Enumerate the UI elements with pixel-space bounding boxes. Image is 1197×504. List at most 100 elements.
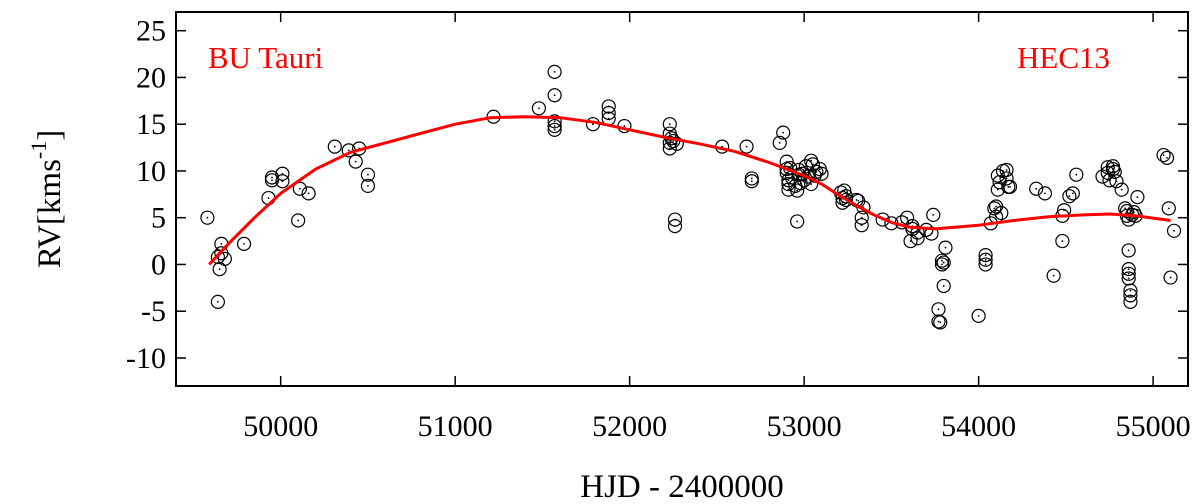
data-point: [854, 218, 869, 233]
y-axis-ticks: -10 -5 0 5 10 15 20 25: [126, 15, 1188, 375]
data-point: [790, 214, 805, 229]
y-tick-label: 20: [136, 61, 166, 94]
data-point: [903, 233, 918, 249]
x-tick-label: 55000: [1116, 410, 1191, 443]
data-point: [978, 257, 993, 272]
data-point: [360, 167, 376, 182]
data-point: [936, 255, 951, 270]
data-point: [1069, 167, 1084, 182]
data-point: [210, 294, 225, 309]
y-tick-label: -5: [141, 295, 166, 328]
x-axis-ticks: 50000 51000 52000 53000 54000 55000: [243, 12, 1191, 443]
data-point: [814, 166, 829, 181]
data-point: [547, 118, 562, 134]
data-point: [264, 170, 280, 185]
x-axis-label: HJD - 2400000: [580, 469, 784, 504]
data-point: [805, 157, 820, 172]
data-point: [1123, 294, 1138, 309]
data-point: [1037, 186, 1053, 201]
data-point: [931, 314, 946, 329]
catalog-annotation: HEC13: [1017, 40, 1110, 75]
data-point: [999, 162, 1014, 178]
data-point: [217, 251, 232, 266]
data-point: [1107, 164, 1122, 179]
data-point: [1130, 190, 1145, 205]
star-name-annotation: BU Tauri: [208, 40, 324, 75]
y-axis-label-main: RV[kms: [32, 159, 68, 268]
plot-frame: [175, 11, 1189, 387]
data-point: [348, 154, 363, 169]
data-point: [987, 201, 1002, 216]
data-point: [1159, 150, 1175, 165]
data-point: [934, 257, 950, 272]
data-point: [601, 105, 616, 121]
data-point: [1121, 262, 1136, 277]
x-tick-label: 53000: [767, 410, 842, 443]
data-point: [291, 213, 306, 228]
data-point: [924, 226, 939, 241]
data-point: [327, 139, 342, 154]
data-point: [1121, 266, 1136, 281]
data-point: [994, 205, 1009, 221]
data-point: [933, 315, 948, 330]
y-tick-label: 5: [151, 202, 166, 235]
y-tick-label: 15: [136, 108, 166, 141]
data-point: [212, 262, 227, 277]
data-point: [292, 181, 307, 196]
data-point: [662, 117, 677, 132]
x-tick-label: 51000: [418, 410, 493, 443]
y-tick-label: 10: [136, 155, 166, 188]
data-point: [790, 183, 805, 198]
data-point: [1166, 223, 1182, 238]
data-point: [547, 114, 562, 129]
data-point: [772, 135, 787, 150]
data-point: [275, 174, 290, 189]
data-point: [1156, 147, 1171, 163]
data-point: [669, 136, 684, 151]
data-point: [547, 122, 562, 137]
fit-curve: [208, 115, 1171, 266]
plot-content: [200, 64, 1182, 330]
data-point: [999, 171, 1014, 186]
data-point: [531, 101, 547, 116]
data-point: [934, 253, 950, 268]
data-point: [662, 141, 677, 156]
data-point: [978, 248, 993, 263]
data-point: [301, 186, 316, 201]
x-tick-label: 52000: [592, 410, 667, 443]
y-tick-label: -10: [126, 342, 166, 375]
data-point: [1055, 233, 1070, 249]
data-point: [931, 302, 946, 317]
data-point: [938, 240, 953, 255]
data-point: [261, 190, 276, 206]
y-axis-label-superscript: -1: [26, 141, 51, 159]
data-point: [776, 125, 791, 140]
x-tick-label: 54000: [941, 410, 1016, 443]
data-point: [1029, 181, 1044, 196]
data-point: [971, 308, 986, 323]
data-point: [1062, 189, 1077, 204]
data-point: [667, 219, 683, 234]
data-point: [1163, 270, 1178, 285]
data-point: [978, 252, 993, 267]
data-point: [1046, 268, 1061, 283]
data-point: [236, 236, 252, 251]
y-axis-label: RV[kms-1]: [26, 130, 68, 269]
data-point: [547, 64, 562, 79]
data-point: [910, 231, 925, 246]
data-point: [547, 88, 562, 103]
x-tick-label: 50000: [243, 410, 318, 443]
y-tick-label: 25: [136, 15, 166, 48]
data-point: [1109, 174, 1124, 189]
y-tick-label: 0: [151, 248, 166, 281]
data-point: [744, 174, 759, 189]
data-point: [360, 178, 376, 194]
data-point: [200, 210, 215, 225]
data-point: [1002, 179, 1018, 194]
data-point: [1065, 186, 1080, 201]
data-point: [936, 278, 951, 294]
data-point: [1123, 283, 1138, 298]
data-point: [744, 171, 759, 186]
data-point: [1114, 182, 1129, 197]
